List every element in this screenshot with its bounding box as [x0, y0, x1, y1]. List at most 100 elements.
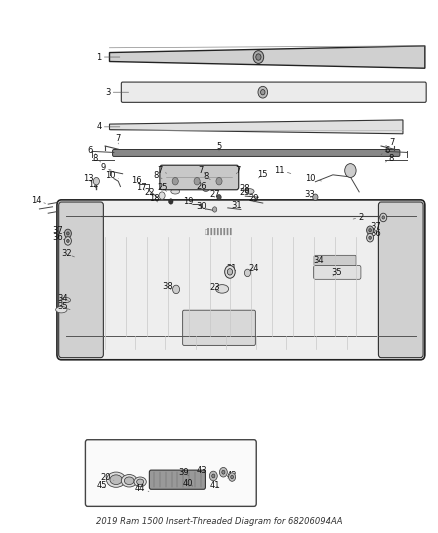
- Circle shape: [216, 177, 222, 185]
- Text: 42: 42: [227, 471, 237, 480]
- Circle shape: [313, 194, 318, 200]
- Text: 8: 8: [92, 154, 101, 163]
- Ellipse shape: [215, 285, 229, 293]
- Text: 17: 17: [136, 183, 146, 191]
- Circle shape: [219, 467, 227, 477]
- Ellipse shape: [61, 297, 71, 303]
- Circle shape: [93, 177, 99, 185]
- Text: 8: 8: [203, 172, 210, 181]
- Ellipse shape: [110, 475, 122, 484]
- Ellipse shape: [121, 474, 137, 487]
- Text: 16: 16: [131, 176, 142, 185]
- Circle shape: [209, 471, 217, 481]
- Circle shape: [261, 90, 265, 95]
- Text: 37: 37: [53, 226, 66, 235]
- Ellipse shape: [106, 472, 126, 487]
- FancyBboxPatch shape: [59, 202, 103, 358]
- Circle shape: [64, 237, 71, 245]
- Polygon shape: [110, 46, 425, 68]
- Text: 8: 8: [385, 154, 394, 163]
- Text: 36: 36: [368, 229, 381, 238]
- Text: 44: 44: [135, 484, 149, 493]
- FancyBboxPatch shape: [57, 200, 425, 360]
- FancyBboxPatch shape: [113, 149, 400, 157]
- Text: 27: 27: [209, 190, 220, 198]
- Text: 7: 7: [199, 166, 206, 175]
- Text: 6: 6: [381, 146, 390, 155]
- Text: 10: 10: [105, 171, 118, 180]
- Text: 18: 18: [149, 195, 159, 203]
- Circle shape: [231, 475, 233, 479]
- Circle shape: [222, 470, 225, 474]
- Text: 12: 12: [88, 181, 98, 189]
- FancyBboxPatch shape: [85, 440, 256, 506]
- Text: 10: 10: [305, 174, 321, 182]
- Text: 2019 Ram 1500 Insert-Threaded Diagram for 68206094AA: 2019 Ram 1500 Insert-Threaded Diagram fo…: [96, 517, 342, 526]
- Text: 26: 26: [196, 182, 207, 190]
- FancyBboxPatch shape: [378, 202, 423, 358]
- Text: 5: 5: [216, 142, 222, 151]
- FancyBboxPatch shape: [149, 470, 205, 489]
- Circle shape: [380, 213, 387, 222]
- Text: 41: 41: [209, 481, 220, 489]
- Text: 23: 23: [209, 284, 220, 292]
- Circle shape: [382, 216, 385, 219]
- Ellipse shape: [124, 477, 134, 484]
- Circle shape: [67, 232, 69, 235]
- Circle shape: [217, 195, 221, 200]
- Text: 7: 7: [158, 166, 166, 174]
- Text: 35: 35: [57, 302, 70, 311]
- Ellipse shape: [137, 479, 144, 484]
- Ellipse shape: [134, 477, 146, 487]
- Text: 15: 15: [257, 171, 267, 179]
- Text: 32: 32: [61, 249, 74, 258]
- Circle shape: [227, 269, 233, 275]
- Text: 11: 11: [274, 166, 291, 174]
- Text: 29: 29: [239, 189, 250, 197]
- Circle shape: [67, 239, 69, 243]
- Text: 38: 38: [162, 282, 173, 290]
- Circle shape: [258, 86, 268, 98]
- Text: 33: 33: [304, 190, 315, 199]
- Circle shape: [345, 164, 356, 177]
- Text: 36: 36: [53, 233, 66, 241]
- Text: 7: 7: [236, 166, 241, 175]
- Text: 19: 19: [183, 197, 194, 206]
- Text: 7: 7: [116, 134, 121, 144]
- Circle shape: [173, 285, 180, 294]
- Text: 13: 13: [83, 174, 94, 183]
- Circle shape: [194, 177, 200, 185]
- Text: 28: 28: [239, 184, 250, 192]
- Text: 34: 34: [314, 256, 324, 264]
- Circle shape: [225, 265, 235, 278]
- Text: 39: 39: [179, 469, 189, 477]
- Circle shape: [253, 51, 264, 63]
- Circle shape: [369, 229, 371, 232]
- Text: 8: 8: [153, 171, 162, 180]
- Circle shape: [256, 54, 261, 60]
- Text: 4: 4: [96, 123, 120, 131]
- Ellipse shape: [56, 306, 67, 313]
- FancyBboxPatch shape: [160, 165, 239, 190]
- Circle shape: [367, 226, 374, 235]
- Text: 34: 34: [57, 294, 70, 303]
- Circle shape: [369, 236, 371, 239]
- Text: 24: 24: [249, 264, 259, 272]
- Text: 22: 22: [145, 189, 155, 197]
- Text: 43: 43: [196, 466, 207, 474]
- Circle shape: [212, 207, 217, 212]
- Circle shape: [64, 229, 71, 238]
- FancyBboxPatch shape: [121, 82, 426, 102]
- Circle shape: [244, 269, 251, 277]
- Text: 9: 9: [101, 163, 111, 172]
- FancyBboxPatch shape: [314, 265, 361, 279]
- Circle shape: [212, 474, 215, 478]
- FancyBboxPatch shape: [183, 310, 255, 345]
- Text: 2: 2: [353, 213, 364, 222]
- Ellipse shape: [203, 187, 209, 191]
- Ellipse shape: [245, 189, 254, 194]
- Circle shape: [229, 473, 236, 481]
- Circle shape: [169, 199, 173, 204]
- Text: 3: 3: [105, 88, 129, 96]
- Text: 37: 37: [368, 222, 381, 231]
